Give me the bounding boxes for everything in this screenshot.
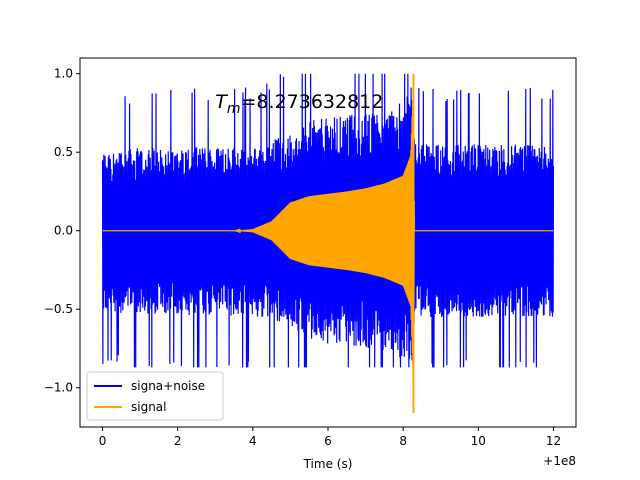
legend: signa+noise signal bbox=[86, 371, 224, 421]
x-axis-label: Time (s) bbox=[303, 457, 353, 471]
y-tick-label: 0.5 bbox=[54, 145, 73, 159]
x-tick-label: 0 bbox=[99, 434, 107, 448]
y-tick-label: 1.0 bbox=[54, 67, 73, 81]
series-line-signa-noise bbox=[101, 73, 555, 368]
x-tick-label: 2 bbox=[174, 434, 182, 448]
legend-label-noise: signa+noise bbox=[131, 379, 205, 393]
y-tick-label: 0.0 bbox=[54, 224, 73, 238]
x-tick-label: 8 bbox=[399, 434, 407, 448]
annotation-value: =8.273632812 bbox=[241, 91, 384, 113]
annotation-subscript: m bbox=[227, 101, 241, 117]
x-offset-text: +1e8 bbox=[543, 454, 576, 468]
x-tick-label: 12 bbox=[546, 434, 561, 448]
legend-label-signal: signal bbox=[131, 400, 167, 414]
y-tick-label: −1.0 bbox=[44, 381, 73, 395]
x-tick-label: 4 bbox=[249, 434, 257, 448]
x-tick-label: 10 bbox=[471, 434, 486, 448]
x-tick-label: 6 bbox=[324, 434, 332, 448]
annotation-prefix: T bbox=[215, 91, 228, 113]
series-line-signal bbox=[102, 83, 554, 387]
y-tick-label: −0.5 bbox=[44, 302, 73, 316]
annotation-tm: Tm=8.273632812 bbox=[215, 91, 383, 117]
